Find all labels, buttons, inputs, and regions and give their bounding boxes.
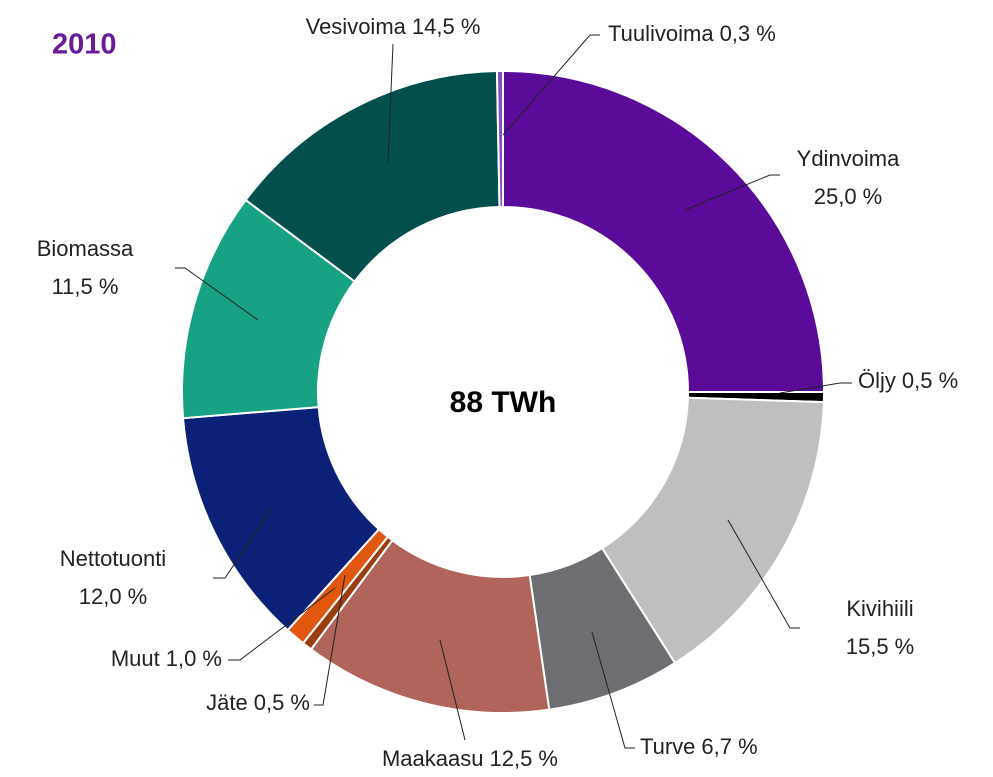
slice-name: Öljy	[858, 368, 896, 393]
slice-label: Öljy 0,5 %	[858, 368, 958, 393]
slice-label: Biomassa 11,5 %	[37, 236, 134, 299]
leader-line	[439, 639, 466, 741]
slice-value: 12,0 %	[79, 584, 148, 609]
donut-slice	[495, 69, 504, 209]
slice-value: 0,3 %	[720, 21, 776, 46]
donut-slice	[502, 69, 826, 393]
donut-slice	[600, 396, 825, 665]
slice-name: Muut	[111, 646, 160, 671]
slice-value: 0,5 %	[902, 368, 958, 393]
slice-name: Kivihiili	[846, 596, 913, 621]
slice-value: 14,5 %	[412, 14, 481, 39]
leader-line	[591, 631, 635, 749]
slice-label: Muut 1,0 %	[111, 646, 222, 671]
slice-label: Nettotuonti 12,0 %	[60, 546, 166, 609]
leader-line	[779, 382, 852, 394]
slice-label: Kivihiili 15,5 %	[846, 596, 915, 659]
leader-line	[175, 267, 259, 321]
donut-slice	[244, 70, 501, 283]
slice-name: Jäte	[206, 690, 248, 715]
slice-label: Jäte 0,5 %	[206, 690, 310, 715]
slice-value: 6,7 %	[701, 734, 757, 759]
slice-name: Nettotuonti	[60, 546, 166, 571]
slice-label: Vesivoima 14,5 %	[306, 14, 481, 39]
leader-line	[213, 507, 273, 579]
slice-label: Tuulivoima 0,3 %	[608, 21, 776, 46]
slice-value: 12,5 %	[490, 746, 559, 771]
slice-label: Turve 6,7 %	[640, 734, 758, 759]
slice-value: 15,5 %	[846, 634, 915, 659]
leader-line	[228, 587, 336, 661]
leader-line	[727, 519, 800, 629]
slice-name: Turve	[640, 734, 695, 759]
center-label: 88 TWh	[450, 386, 557, 419]
slice-name: Biomassa	[37, 236, 134, 261]
leader-line	[684, 174, 780, 211]
leader-line	[387, 43, 394, 163]
slice-name: Ydinvoima	[797, 146, 900, 171]
slice-name: Vesivoima	[306, 14, 407, 39]
slice-name: Tuulivoima	[608, 21, 714, 46]
slice-value: 0,5 %	[254, 690, 310, 715]
leader-line	[502, 34, 600, 136]
slice-value: 25,0 %	[814, 184, 883, 209]
slice-label: Maakaasu 12,5 %	[382, 746, 558, 771]
chart-title: 2010	[52, 29, 117, 61]
slice-value: 1,0 %	[166, 646, 222, 671]
slice-label: Ydinvoima 25,0 %	[797, 146, 900, 209]
leader-line	[314, 574, 346, 706]
slice-name: Maakaasu	[382, 746, 484, 771]
slice-value: 11,5 %	[52, 274, 119, 299]
